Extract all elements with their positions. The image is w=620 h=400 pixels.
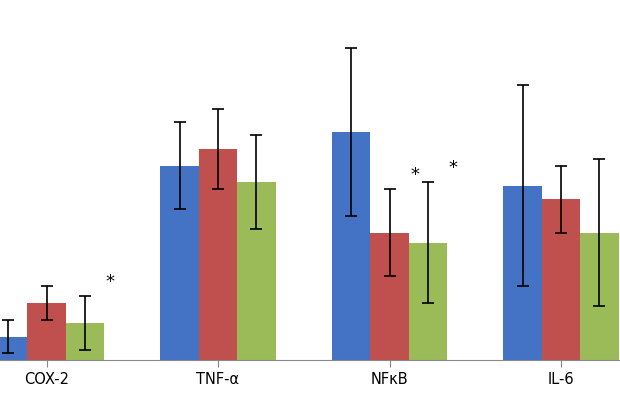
Bar <box>580 233 619 360</box>
Bar <box>370 233 409 360</box>
Bar <box>332 132 370 360</box>
Bar <box>503 186 542 360</box>
Bar <box>199 149 237 360</box>
Bar <box>542 199 580 360</box>
Bar <box>66 323 104 360</box>
Text: *: * <box>105 273 115 291</box>
Text: *: * <box>410 166 419 184</box>
Bar <box>409 243 447 360</box>
Bar <box>27 303 66 360</box>
Bar <box>161 166 199 360</box>
Bar <box>237 182 276 360</box>
Text: *: * <box>448 159 458 177</box>
Bar <box>0 336 27 360</box>
